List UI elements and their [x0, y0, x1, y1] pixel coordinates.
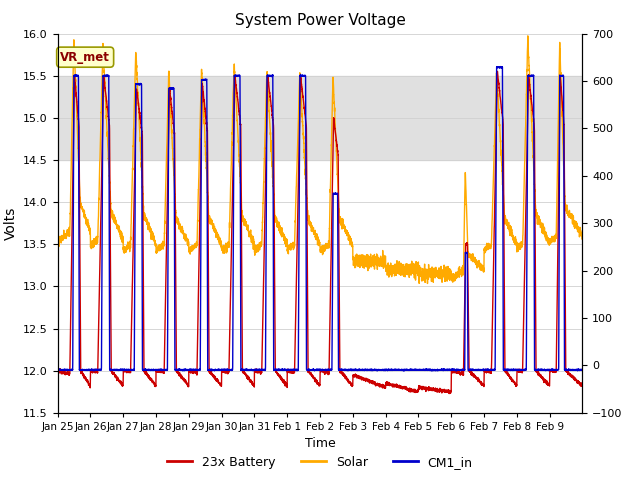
Y-axis label: Volts: Volts — [4, 206, 17, 240]
Title: System Power Voltage: System Power Voltage — [235, 13, 405, 28]
Text: VR_met: VR_met — [60, 51, 110, 64]
Bar — [58, 76, 582, 160]
X-axis label: Time: Time — [305, 437, 335, 450]
Legend: 23x Battery, Solar, CM1_in: 23x Battery, Solar, CM1_in — [163, 451, 477, 474]
